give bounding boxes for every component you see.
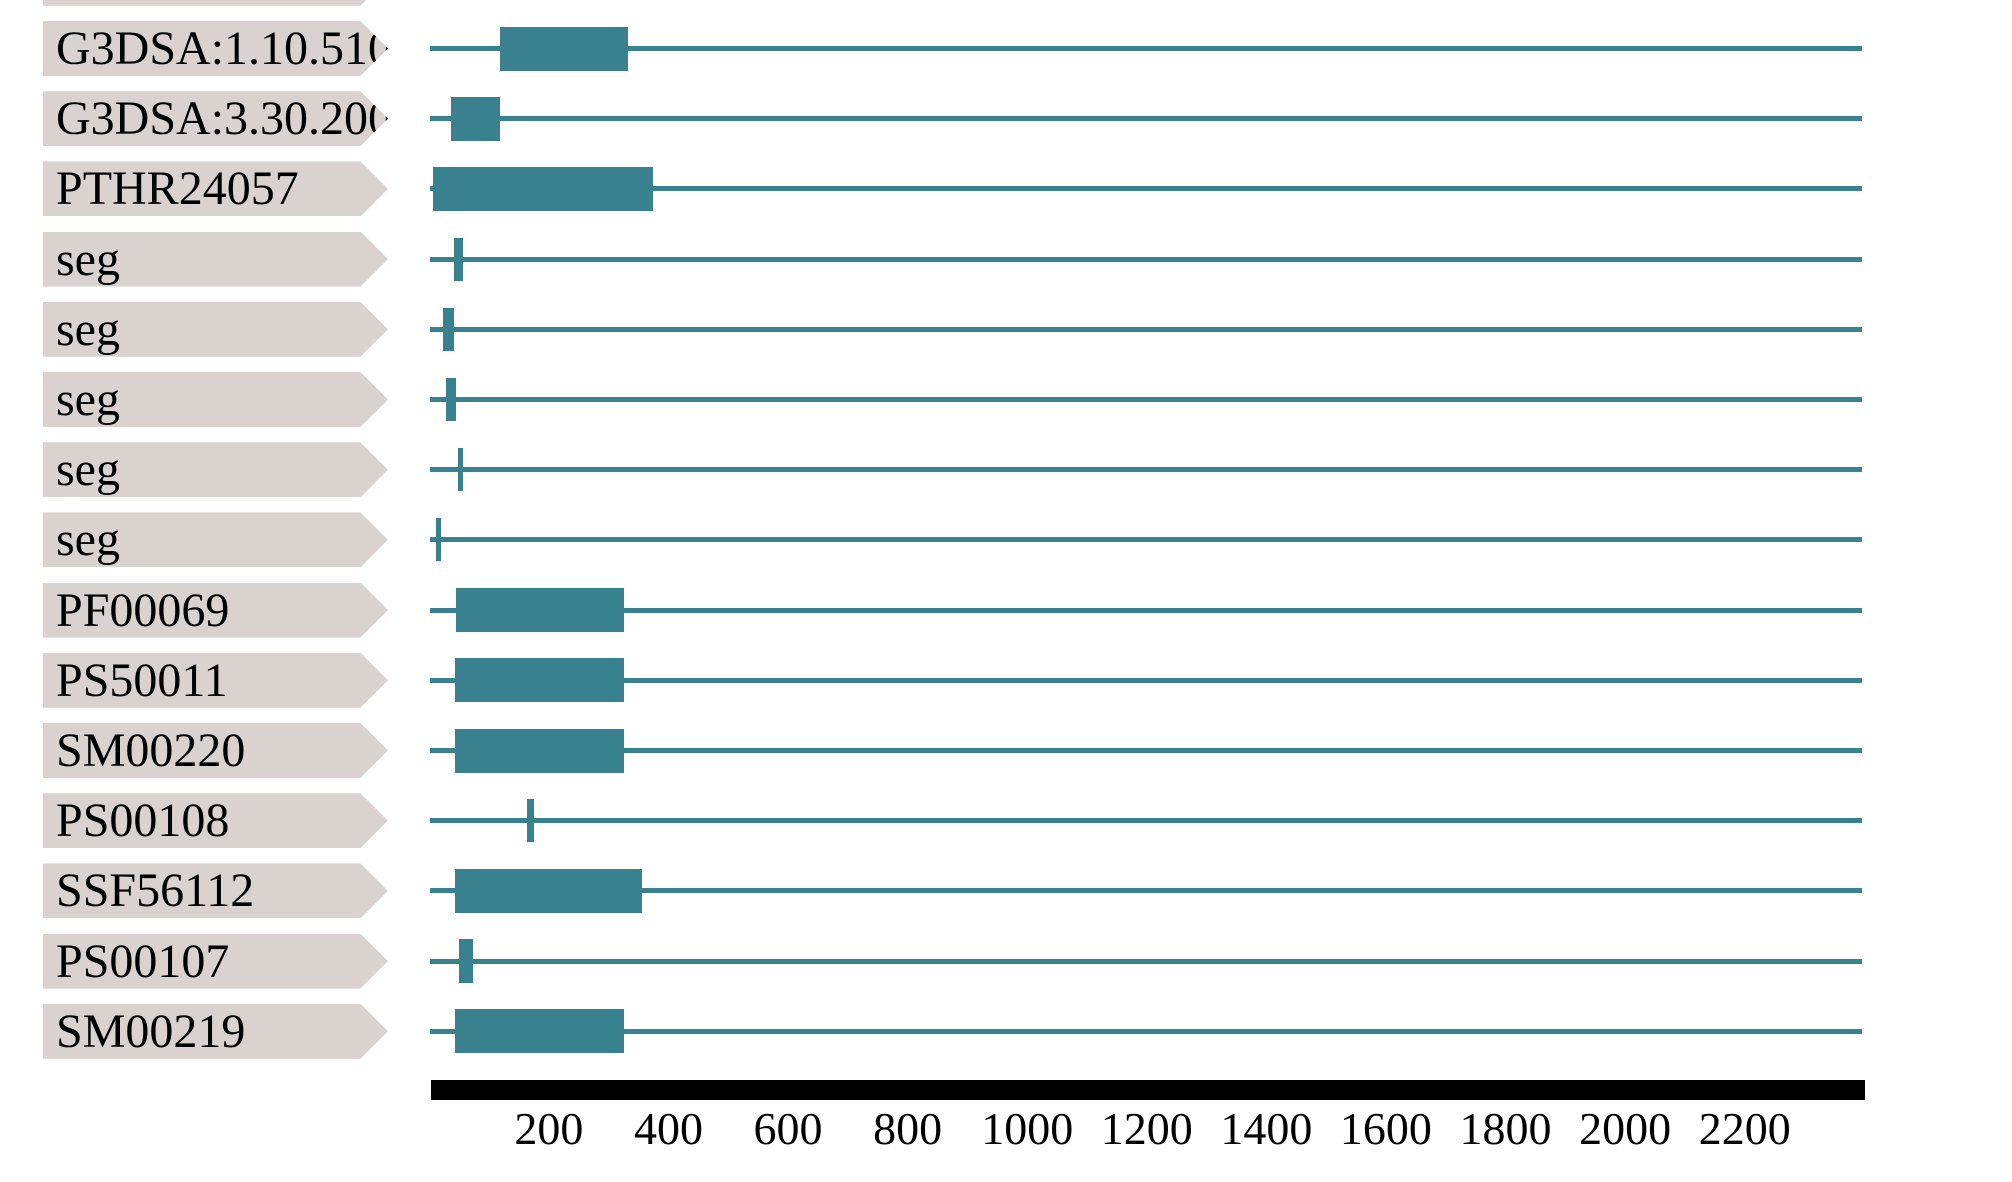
track-label: seg <box>43 372 388 427</box>
feature-tick <box>458 448 464 492</box>
track-label-text: seg <box>56 232 120 286</box>
track-label: PF00069 <box>43 582 388 638</box>
feature-tick <box>526 799 534 843</box>
axis-bar <box>431 1080 1865 1100</box>
track-label-text: PS00108 <box>56 794 230 848</box>
track-label-text: PF00069 <box>56 583 230 637</box>
sequence-line <box>430 116 1862 122</box>
track-label: G3DSA:3.30.200.20 <box>43 91 388 147</box>
track-label-text: G3DSA:1.10.510.10 <box>56 22 453 75</box>
axis-tick-label: 2000 <box>1579 1103 1672 1154</box>
domain-box <box>499 26 629 71</box>
sequence-line <box>430 467 1862 473</box>
track-label: SM00220 <box>43 723 388 778</box>
axis-tick-label: 800 <box>873 1103 943 1154</box>
axis-tick-label: 1000 <box>981 1103 1074 1154</box>
sequence-line <box>430 958 1862 964</box>
domain-box <box>456 588 625 633</box>
track-label-text: SM00220 <box>56 724 246 777</box>
domain-box <box>455 1009 625 1054</box>
track-label: G3DSA:1.10.510.10 <box>43 21 388 76</box>
track-label-text: SSF56112 <box>56 864 255 918</box>
domain-box <box>455 728 625 773</box>
sequence-line <box>430 537 1862 543</box>
feature-tick <box>454 237 463 281</box>
axis-tick-label: 1600 <box>1339 1103 1432 1154</box>
feature-tick <box>443 307 454 351</box>
track-label: PS00108 <box>43 793 388 849</box>
sequence-line <box>430 888 1862 894</box>
sequence-line <box>430 677 1862 683</box>
track-label: SSF56112 <box>43 863 388 919</box>
track-label-text: seg <box>56 373 120 426</box>
domain-box <box>451 96 500 141</box>
axis-tick-label: 600 <box>753 1103 823 1154</box>
domain-box <box>455 658 625 703</box>
axis-tick-label: 1800 <box>1459 1103 1552 1154</box>
feature-tick <box>435 518 441 562</box>
sequence-line <box>430 818 1862 824</box>
sequence-line <box>430 607 1862 613</box>
track-label-text: PTHR24057 <box>56 162 299 216</box>
track-label: PS50011 <box>43 652 388 708</box>
sequence-line <box>430 46 1862 51</box>
track-label-text: SM00219 <box>56 1004 246 1058</box>
feature-tick <box>446 378 457 421</box>
track-label-text: G3DSA:3.30.200.20 <box>56 92 453 146</box>
track-label <box>43 0 388 6</box>
track-label: seg <box>43 512 388 568</box>
track-label-text: PS50011 <box>56 653 228 707</box>
track-label: seg <box>43 442 388 498</box>
domain-box <box>459 939 473 984</box>
track-label: SM00219 <box>43 1003 388 1059</box>
track-label-text: PS00107 <box>56 934 230 988</box>
sequence-line <box>430 256 1862 262</box>
sequence-line <box>430 397 1862 402</box>
sequence-line <box>430 186 1862 192</box>
track-label: PS00107 <box>43 933 388 989</box>
track-label: seg <box>43 301 388 357</box>
domain-box <box>432 166 653 211</box>
track-label: PTHR24057 <box>43 161 388 217</box>
axis-tick-label: 400 <box>634 1103 703 1154</box>
axis-tick-label: 1200 <box>1100 1103 1193 1154</box>
sequence-line <box>430 326 1862 332</box>
axis-tick-label: 2200 <box>1698 1103 1791 1154</box>
track-label-text: seg <box>56 513 120 567</box>
axis-tick-label: 200 <box>514 1103 584 1154</box>
track-label-text: seg <box>56 443 120 497</box>
domain-box <box>455 868 643 913</box>
sequence-line <box>430 1028 1862 1034</box>
axis-tick-label: 1400 <box>1220 1103 1313 1154</box>
track-label: seg <box>43 231 388 287</box>
track-label-text: seg <box>56 302 120 356</box>
sequence-line <box>430 748 1862 753</box>
